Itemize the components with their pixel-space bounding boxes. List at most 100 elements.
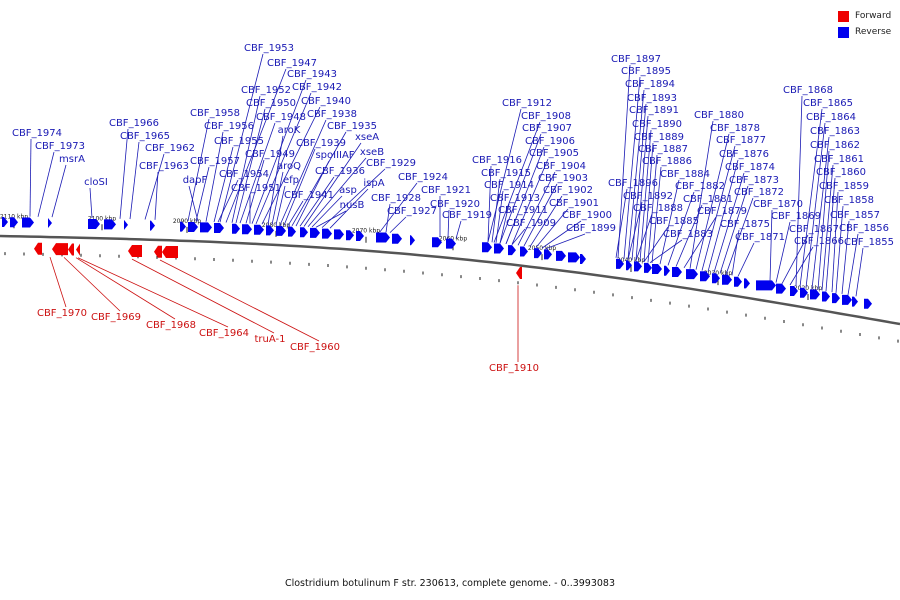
label-leader [799,108,823,287]
label-leader [255,92,312,225]
label-leader [188,185,199,222]
gene-label-reverse: xseB [360,147,384,158]
reverse-gene [776,283,786,294]
label-leader [639,129,652,262]
gene-label-reverse: CBF_1929 [366,158,416,169]
scale-tick-label: 2060 kbp [439,235,467,242]
reverse-gene [580,253,586,264]
reverse-gene [790,286,798,297]
gene-label-reverse: CBF_1920 [430,199,480,210]
gene-label-reverse: CBF_1957 [190,156,240,167]
label-leader [144,153,165,220]
label-leader [635,115,649,261]
reverse-gene [22,217,34,228]
gene-label-reverse: CBF_1916 [472,155,522,166]
reverse-gene [652,263,662,274]
gene-label-forward: CBF_1964 [199,328,249,339]
label-leader [627,201,643,260]
gene-label-reverse: CBF_1974 [12,128,62,139]
gene-label-reverse: CBF_1906 [525,136,575,147]
reverse-gene [842,294,852,305]
label-leader [795,95,803,287]
label-leader [385,203,391,233]
gene-label-reverse: CBF_1897 [611,54,661,65]
gene-label-reverse: CBF_1870 [753,199,803,210]
reverse-gene [266,225,274,236]
gene-label-reverse: CBF_1904 [536,161,586,172]
gene-label-reverse: CBF_1860 [816,167,866,178]
gene-label-reverse: CBF_1919 [442,210,492,221]
label-leader [493,121,541,243]
label-leader [29,138,32,217]
label-leader [267,135,284,225]
gene-label-reverse: CBF_1857 [830,210,880,221]
label-leader [307,157,367,228]
reverse-gene [124,219,128,230]
label-leader [119,128,129,219]
label-leader [647,154,658,263]
label-leader [529,195,563,247]
label-leader [775,221,791,283]
forward-swatch [838,10,849,22]
gene-label-reverse: CBF_1966 [109,118,159,129]
label-leader [187,118,210,222]
reverse-gene [410,235,415,246]
label-leader [695,133,730,270]
label-leader [279,119,327,226]
label-leader [455,220,462,239]
reverse-gene [810,289,820,300]
forward-gene [162,246,178,259]
reverse-gene [300,227,308,238]
label-leader [295,160,330,227]
reverse-gene [232,223,240,234]
label-leader [769,209,773,282]
reverse-gene [494,243,504,254]
reverse-gene [832,293,840,304]
reverse-gene [334,229,344,240]
gene-label-reverse: ispA [363,178,384,189]
gene-label-reverse: CBF_1868 [783,85,833,96]
reverse-gene [446,238,456,249]
gene-label-reverse: CBF_1928 [371,193,421,204]
label-leader [689,120,714,269]
reverse-gene [482,242,492,253]
label-leader [299,176,335,227]
gene-label-reverse: CBF_1907 [522,123,572,134]
label-leader [499,203,510,244]
legend-forward-label: Forward [855,11,892,21]
reverse-gene [626,260,632,271]
gene-label-reverse: CBF_1948 [256,112,306,123]
gene-label-reverse: CBF_1921 [421,185,471,196]
reverse-gene [180,221,186,232]
label-leader [131,258,275,334]
gene-label-reverse: CBF_1909 [506,218,556,229]
legend-reverse-label: Reverse [855,27,892,37]
gene-label-reverse: CBF_1958 [190,108,240,119]
label-leader [154,171,159,220]
gene-label-reverse: asp [339,185,357,196]
label-leader [303,142,362,227]
label-leader [737,242,755,277]
label-leader [37,151,55,217]
gene-label-reverse: CBF_1880 [694,110,744,121]
genome-caption: Clostridium botulinum F str. 230613, com… [284,578,616,589]
legend-reverse: Reverse [838,24,898,40]
label-leader [49,256,67,308]
label-leader [517,171,556,246]
reverse-gene [800,287,808,298]
label-leader [129,141,140,220]
label-leader [651,166,662,264]
gene-label-reverse: CBF_1965 [120,131,170,142]
reverse-gene [644,262,652,273]
label-leader [811,136,830,289]
reverse-gene [568,252,580,263]
label-leader [825,177,836,292]
label-leader [535,208,569,248]
gene-label-reverse: aroQ [277,161,301,172]
reverse-gene [346,230,354,241]
label-leader [623,76,641,259]
label-leader [205,131,224,222]
forward-gene [76,243,80,256]
label-leader [491,178,501,243]
reverse-gene [392,233,402,244]
